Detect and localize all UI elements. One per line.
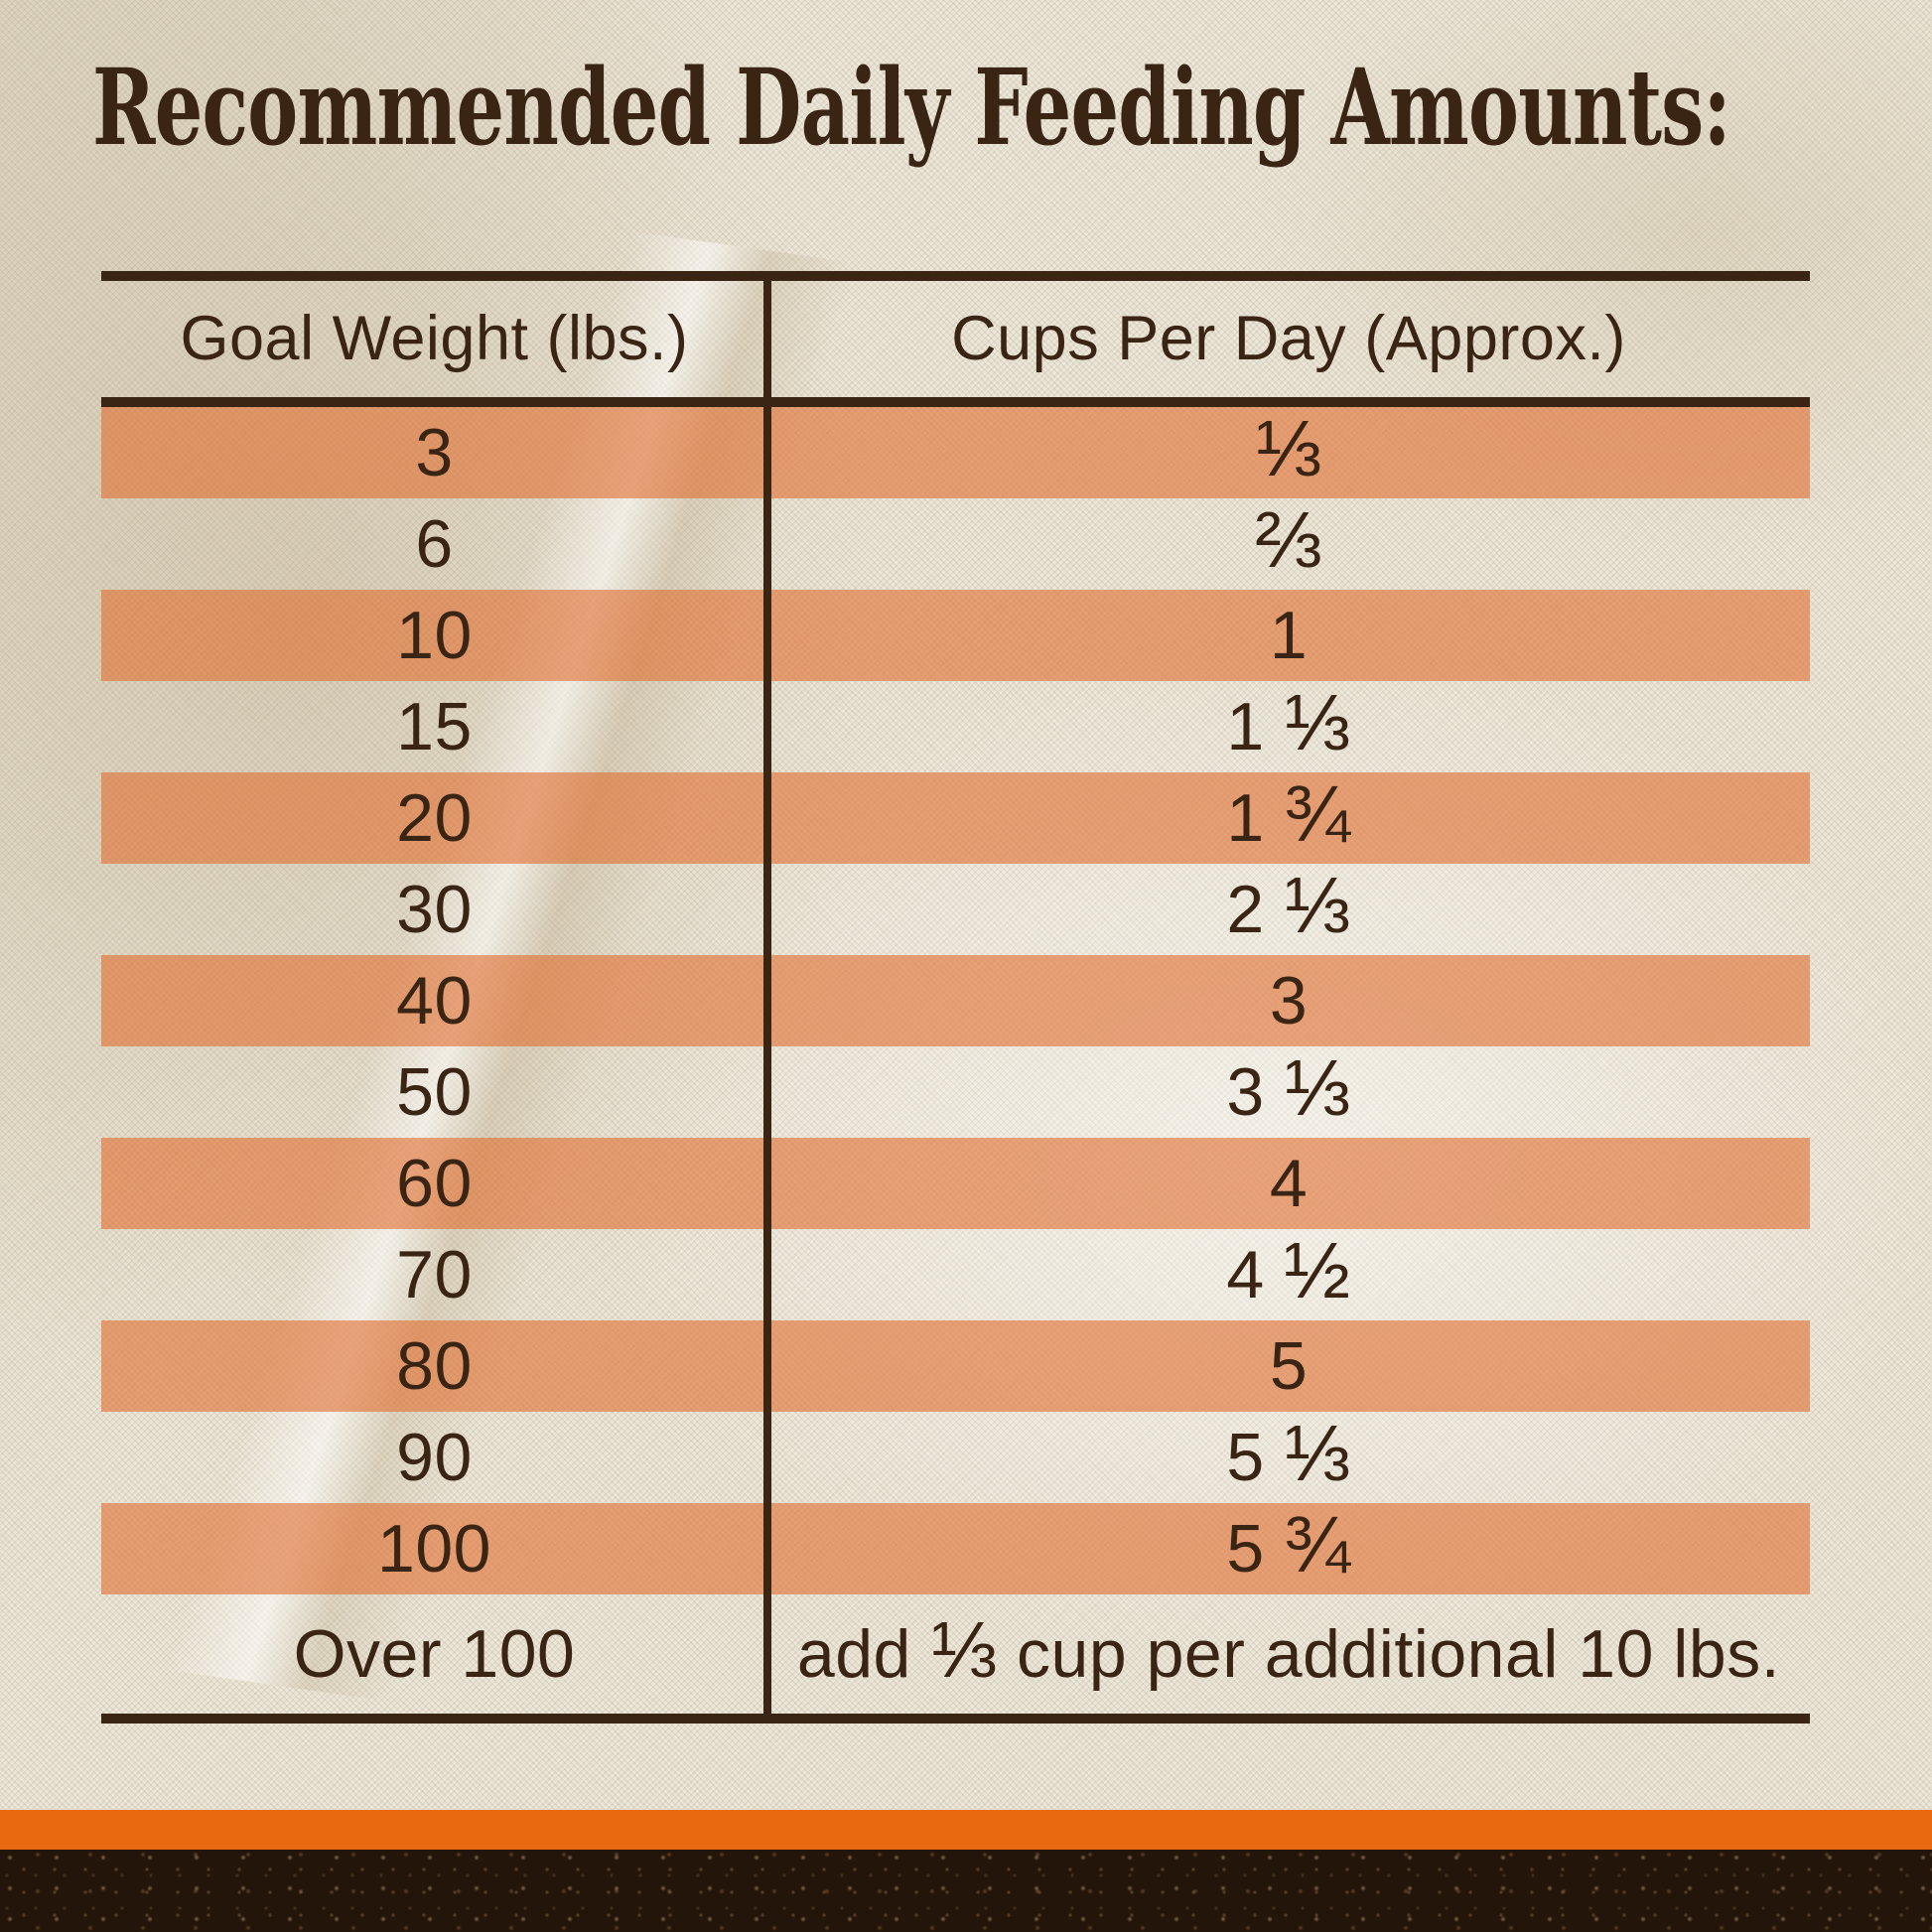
- fraction-glyph: ⅓: [1284, 861, 1351, 950]
- cups-per-day-value: 5: [1269, 1328, 1309, 1404]
- table-row: 70 4 ½: [101, 1229, 1810, 1320]
- table-row: 10 1: [101, 590, 1810, 681]
- cups-per-day-value: add ⅓ cup per additional 10 lbs.: [796, 1605, 1781, 1695]
- goal-weight-value: 80: [396, 1328, 473, 1404]
- table-row: 90 5 ⅓: [101, 1412, 1810, 1503]
- goal-weight-value: 20: [396, 780, 473, 856]
- fraction-glyph: ⅓: [1255, 404, 1322, 493]
- fraction-glyph: ⅓: [1284, 678, 1351, 767]
- goal-weight-value: Over 100: [293, 1616, 576, 1692]
- table-row: 100 5 ¾: [101, 1503, 1810, 1594]
- table-header-rule: [101, 397, 1810, 407]
- fraction-glyph: ¾: [1284, 1500, 1351, 1589]
- table-row: 20 1 ¾: [101, 772, 1810, 864]
- table-body: 3 ⅓ 6 ⅔ 10 1 15 1 ⅓ 20 1 ¾ 30 2 ⅓ 40 3 50 3 ⅓ 60 4 70 4 ½ 80…: [101, 407, 1810, 1714]
- table-row: 15 1 ⅓: [101, 681, 1810, 772]
- table-bottom-rule: [101, 1714, 1810, 1724]
- cups-per-day-value: ⅔: [767, 500, 1810, 580]
- table-header-row: Goal Weight (lbs.) Cups Per Day (Approx.…: [101, 281, 1810, 397]
- cups-per-day-value: ⅓: [767, 409, 1810, 488]
- fraction-glyph: ⅓: [1284, 1043, 1351, 1133]
- table-row: Over 100 add ⅓ cup per additional 10 lbs.: [101, 1594, 1810, 1714]
- goal-weight-value: 50: [396, 1054, 473, 1130]
- cups-per-day-value: 5 ¾: [1226, 1500, 1351, 1589]
- cups-per-day-value: 1 ¾: [1226, 769, 1351, 859]
- table-top-rule: [101, 271, 1810, 281]
- cups-per-day-value: 4: [1269, 1146, 1309, 1221]
- feeding-table: Goal Weight (lbs.) Cups Per Day (Approx.…: [101, 271, 1810, 1724]
- cups-per-day-value: 5 ⅓: [1226, 1409, 1351, 1498]
- goal-weight-value: 15: [396, 689, 473, 764]
- goal-weight-value: 40: [396, 963, 473, 1038]
- fraction-glyph: ⅓: [1284, 1409, 1351, 1498]
- column-header-goal-weight: Goal Weight (lbs.): [180, 304, 689, 373]
- table-row: 50 3 ⅓: [101, 1046, 1810, 1138]
- table-row: 40 3: [101, 955, 1810, 1046]
- cups-per-day-value: 1: [1269, 598, 1309, 673]
- cups-per-day-value: 2 ⅓: [1226, 861, 1351, 950]
- table-row: 60 4: [101, 1138, 1810, 1229]
- column-header-cups-per-day: Cups Per Day (Approx.): [951, 304, 1626, 373]
- column-divider: [763, 271, 771, 1724]
- soil-texture: [0, 1850, 1932, 1932]
- fraction-glyph: ⅔: [1255, 495, 1322, 585]
- cups-per-day-value: 4 ½: [1226, 1226, 1351, 1315]
- goal-weight-value: 90: [396, 1420, 473, 1495]
- page-title: Recommended Daily Feeding Amounts:: [92, 45, 1731, 169]
- goal-weight-value: 30: [396, 872, 473, 947]
- cups-per-day-value: 3: [1269, 963, 1309, 1038]
- goal-weight-value: 6: [415, 506, 454, 582]
- goal-weight-value: 3: [415, 415, 454, 490]
- fraction-glyph: ¾: [1284, 769, 1351, 859]
- table-row: 30 2 ⅓: [101, 864, 1810, 955]
- fraction-glyph: ⅓: [930, 1605, 998, 1695]
- goal-weight-value: 10: [396, 598, 473, 673]
- table-row: 80 5: [101, 1320, 1810, 1412]
- fraction-glyph: ½: [1284, 1226, 1351, 1315]
- goal-weight-value: 70: [396, 1237, 473, 1312]
- cups-per-day-value: 1 ⅓: [1226, 678, 1351, 767]
- goal-weight-value: 100: [377, 1511, 491, 1587]
- bottom-orange-bar: [0, 1810, 1932, 1850]
- goal-weight-value: 60: [396, 1146, 473, 1221]
- cups-per-day-value: 3 ⅓: [1226, 1043, 1351, 1133]
